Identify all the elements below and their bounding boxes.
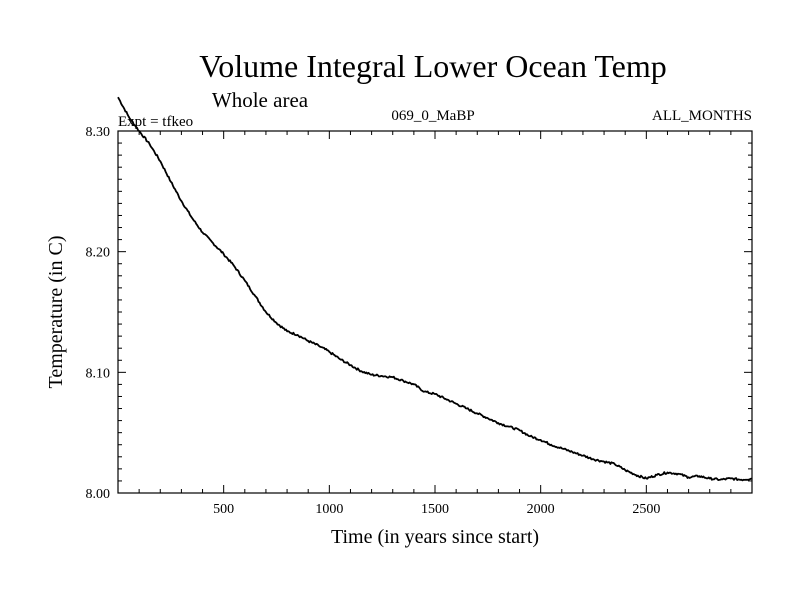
- y-tick-label: 8.10: [86, 366, 111, 381]
- x-axis-label: Time (in years since start): [331, 526, 539, 548]
- y-tick-label: 8.00: [86, 487, 111, 502]
- y-tick-label: 8.20: [86, 246, 111, 261]
- y-axis-label: Temperature (in C): [45, 236, 67, 389]
- x-tick-label: 1000: [315, 502, 343, 517]
- x-tick-label: 2000: [527, 502, 555, 517]
- y-tick-label: 8.30: [86, 125, 111, 140]
- period-label: 069_0_MaBP: [391, 108, 474, 124]
- plot-frame: [117, 130, 753, 494]
- x-axis: 500 1000 1500 2000 2500: [138, 131, 732, 517]
- chart-title: Volume Integral Lower Ocean Temp: [199, 48, 667, 84]
- y-axis: 8.00 8.10 8.20 8.30: [86, 125, 752, 502]
- x-tick-label: 500: [213, 502, 234, 517]
- series-line-temperature: [117, 96, 753, 482]
- x-tick-label: 2500: [632, 502, 660, 517]
- months-label: ALL_MONTHS: [652, 108, 752, 124]
- chart-subtitle: Whole area: [212, 88, 309, 112]
- x-tick-label: 1500: [421, 502, 449, 517]
- experiment-label: Expt = tfkeo: [118, 114, 193, 130]
